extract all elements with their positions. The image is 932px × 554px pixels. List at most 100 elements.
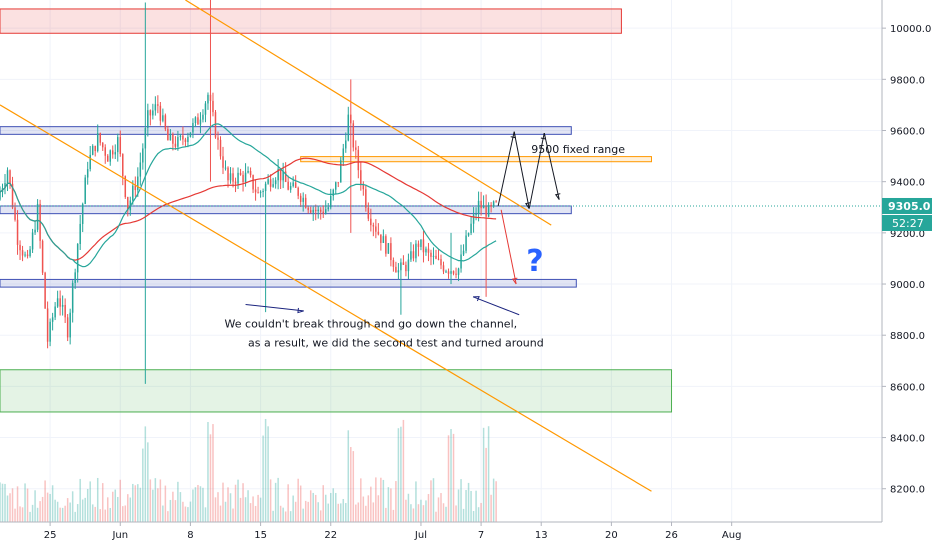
volume-bar — [230, 493, 232, 522]
candle-body — [395, 267, 397, 273]
volume-bar — [32, 505, 34, 522]
candle-body — [363, 185, 365, 189]
candle-body — [44, 273, 46, 309]
volume-bar — [109, 508, 111, 522]
volume-bar — [84, 498, 86, 522]
candle-body — [182, 136, 184, 140]
volume-bar — [37, 508, 39, 522]
candle-body — [280, 169, 282, 181]
candle-body — [345, 140, 347, 148]
volume-bar — [107, 497, 109, 522]
time-axis[interactable]: 25 Jun 8 15 22 Jul 7 13 20 26 Aug — [0, 522, 882, 550]
candle-body — [87, 169, 89, 177]
volume-bar — [79, 479, 81, 522]
candle-body — [480, 201, 482, 208]
candle-body — [245, 173, 247, 182]
candle-body — [257, 192, 259, 193]
candle-body — [17, 220, 19, 245]
volume-bar — [59, 508, 61, 522]
volume-bar — [420, 500, 422, 522]
volume-bar — [435, 512, 437, 522]
volume-bar — [94, 507, 96, 522]
volume-bar — [217, 492, 219, 522]
candle-body — [207, 95, 209, 104]
candle-body — [37, 204, 39, 230]
candle-body — [460, 254, 462, 268]
volume-bar — [270, 479, 272, 522]
candle-body — [135, 186, 137, 190]
candle-body — [413, 251, 415, 258]
volume-bar — [430, 480, 432, 522]
price-tick-label: 8400.0 — [890, 434, 925, 445]
volume-bar — [265, 419, 267, 522]
candle-body — [19, 245, 21, 250]
volume-bar — [4, 484, 6, 522]
candle-body — [120, 137, 122, 154]
candle-body — [115, 152, 117, 154]
volume-bar — [132, 484, 134, 522]
volume-bar — [358, 502, 360, 522]
volume-bar — [433, 478, 435, 522]
volume-bar — [365, 506, 367, 522]
candle-body — [425, 249, 427, 253]
candle-body — [348, 115, 350, 141]
candle-body — [255, 189, 257, 192]
candle-body — [265, 184, 267, 191]
candle-body — [388, 243, 390, 254]
volume-bar — [470, 491, 472, 522]
candle-body — [458, 269, 460, 275]
candle-body — [423, 239, 425, 252]
volume-bar — [285, 511, 287, 522]
volume-bar — [297, 479, 299, 522]
volume-bar — [104, 510, 106, 522]
price-axis[interactable]: 10000.0 9800.0 9600.0 9400.0 9200.0 9000.0 880… — [882, 0, 932, 550]
volume-bar — [227, 487, 229, 522]
candle-body — [52, 317, 54, 321]
volume-bar — [29, 512, 31, 522]
arrow-down-2-head — [556, 194, 561, 200]
candle-body — [307, 208, 309, 210]
volume-bar — [262, 436, 264, 522]
volume-bar — [468, 483, 470, 522]
candle-body — [0, 192, 1, 200]
descending-channel — [0, 0, 651, 491]
candle-body — [247, 171, 249, 173]
candle-body — [14, 207, 16, 219]
volume-bar — [197, 485, 199, 522]
volume-bar — [17, 486, 19, 522]
volume-bar — [152, 490, 154, 522]
candle-body — [365, 189, 367, 208]
candle-body — [338, 182, 340, 183]
volume-bar — [322, 485, 324, 522]
candle-body — [162, 115, 164, 120]
volume-bar — [117, 497, 119, 522]
candle-body — [370, 219, 372, 225]
volume-bar — [348, 430, 350, 522]
volume-bar — [160, 479, 162, 522]
candle-body — [155, 104, 157, 110]
volume-bar — [350, 447, 352, 522]
candle-body — [287, 182, 289, 190]
candle-body — [398, 270, 400, 272]
candle-body — [420, 239, 422, 247]
volume-bar — [310, 490, 312, 522]
volume-bar — [488, 426, 490, 522]
candle-body — [360, 170, 362, 185]
volume-bar — [182, 502, 184, 522]
volume-bar — [210, 434, 212, 522]
candle-body — [197, 117, 199, 124]
candle-body — [448, 271, 450, 273]
volume-bar — [290, 511, 292, 522]
candle-body — [142, 148, 144, 162]
volume-bar — [187, 507, 189, 522]
candle-body — [403, 262, 405, 264]
candle-body — [72, 283, 74, 313]
volume-bar — [415, 481, 417, 522]
volume-bar — [57, 502, 59, 522]
volume-bar — [192, 490, 194, 522]
current-price-label: 9305.0 — [888, 200, 931, 213]
candle-body — [410, 251, 412, 259]
candle-body — [59, 298, 61, 306]
